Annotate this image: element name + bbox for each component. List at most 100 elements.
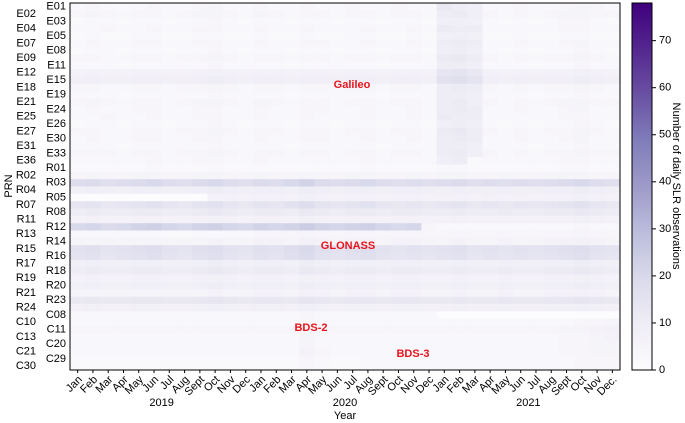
- y-tick-label: E05: [46, 30, 66, 42]
- colorbar-tick-label: 60: [659, 82, 671, 94]
- heatmap-cell: [268, 267, 285, 275]
- heatmap-cell: [115, 340, 132, 349]
- heatmap-cell: [161, 135, 178, 143]
- heatmap-cell: [238, 98, 254, 107]
- heatmap-cell: [543, 281, 560, 290]
- heatmap-cell: [70, 289, 86, 297]
- heatmap-cell: [131, 333, 147, 341]
- heatmap-cell: [360, 113, 376, 121]
- heatmap-cell: [146, 333, 162, 341]
- y-tick-label: R21: [16, 287, 36, 299]
- heatmap-cell: [467, 252, 483, 261]
- heatmap-cell: [161, 54, 178, 63]
- heatmap-cell: [589, 76, 606, 85]
- heatmap-cell: [100, 274, 117, 283]
- heatmap-cell: [543, 171, 560, 180]
- heatmap-cell: [70, 157, 86, 165]
- heatmap-cell: [604, 32, 621, 40]
- heatmap-cell: [436, 69, 453, 77]
- heatmap-cell: [100, 17, 117, 26]
- heatmap-cell: [482, 91, 499, 99]
- heatmap-cell: [283, 311, 300, 319]
- heatmap-cell: [115, 215, 132, 224]
- heatmap-cell: [146, 69, 162, 77]
- heatmap-cell: [85, 311, 101, 319]
- heatmap-cell: [497, 83, 514, 92]
- heatmap-cell: [131, 355, 147, 363]
- heatmap-cell: [436, 237, 453, 246]
- heatmap-cell: [146, 296, 162, 305]
- heatmap-cell: [299, 311, 315, 319]
- heatmap-cell: [390, 98, 407, 107]
- heatmap-cell: [100, 47, 117, 55]
- heatmap-cell: [268, 237, 285, 246]
- heatmap-cell: [421, 47, 437, 55]
- heatmap-cell: [314, 120, 331, 129]
- heatmap-cell: [314, 215, 331, 224]
- heatmap-cell: [176, 296, 193, 305]
- heatmap-cell: [253, 355, 269, 363]
- heatmap-cell: [115, 252, 132, 261]
- heatmap-cell: [131, 237, 147, 246]
- heatmap-cell: [574, 39, 590, 48]
- heatmap-cell: [161, 17, 178, 26]
- heatmap-cell: [421, 281, 437, 290]
- heatmap-cell: [176, 98, 193, 107]
- heatmap-cell: [528, 311, 544, 319]
- heatmap-cell: [604, 296, 621, 305]
- heatmap-cell: [421, 54, 437, 63]
- heatmap-cell: [176, 333, 193, 341]
- heatmap-cell: [528, 120, 544, 129]
- heatmap-cell: [161, 215, 178, 224]
- heatmap-cell: [146, 47, 162, 55]
- heatmap-cell: [360, 362, 376, 371]
- y-tick-label: E08: [46, 45, 66, 57]
- heatmap-cell: [146, 362, 162, 371]
- heatmap-cell: [207, 215, 224, 224]
- heatmap-cell: [528, 193, 544, 202]
- heatmap-cell: [176, 113, 193, 121]
- heatmap-cell: [406, 105, 422, 114]
- heatmap-cell: [329, 127, 346, 136]
- heatmap-cell: [360, 325, 376, 334]
- heatmap-cell: [574, 245, 590, 253]
- heatmap-cell: [589, 142, 606, 151]
- heatmap-cell: [146, 113, 162, 121]
- heatmap-cell: [406, 325, 422, 334]
- heatmap-cell: [482, 164, 499, 173]
- heatmap-cell: [329, 311, 346, 319]
- heatmap-cell: [131, 230, 147, 239]
- heatmap-cell: [421, 32, 437, 40]
- heatmap-cell: [85, 157, 101, 165]
- heatmap-cell: [513, 267, 529, 275]
- heatmap-cell: [131, 340, 147, 349]
- heatmap-cell: [604, 274, 621, 283]
- heatmap-cell: [299, 32, 315, 40]
- heatmap-cell: [268, 142, 285, 151]
- heatmap-cell: [497, 215, 514, 224]
- heatmap-cell: [268, 318, 285, 327]
- heatmap-cell: [558, 10, 575, 18]
- heatmap-cell: [421, 274, 437, 283]
- heatmap-cell: [207, 164, 224, 173]
- heatmap-cell: [314, 98, 331, 107]
- heatmap-cell: [146, 120, 162, 129]
- heatmap-cell: [299, 61, 315, 70]
- heatmap-cell: [558, 25, 575, 33]
- heatmap-cell: [467, 325, 483, 334]
- heatmap-cell: [176, 303, 193, 312]
- heatmap-cell: [390, 237, 407, 246]
- heatmap-cell: [528, 245, 544, 253]
- heatmap-cell: [207, 193, 224, 202]
- heatmap-cell: [360, 355, 376, 363]
- heatmap-cell: [421, 230, 437, 239]
- heatmap-cell: [451, 25, 468, 33]
- heatmap-cell: [329, 61, 346, 70]
- heatmap-cell: [314, 318, 331, 327]
- heatmap-cell: [176, 127, 193, 136]
- heatmap-cell: [604, 362, 621, 371]
- heatmap-cell: [436, 113, 453, 121]
- heatmap-cell: [436, 259, 453, 268]
- heatmap-cell: [238, 164, 254, 173]
- heatmap-cell: [268, 61, 285, 70]
